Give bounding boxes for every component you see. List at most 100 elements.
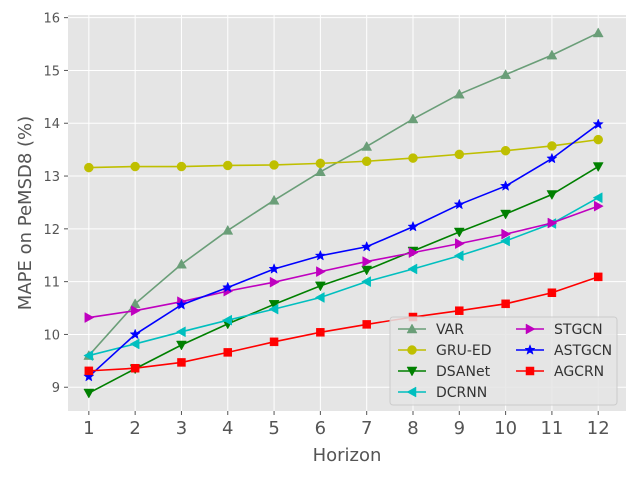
y-tick-label: 9 — [52, 381, 60, 396]
data-point-var — [268, 194, 280, 205]
x-tick-label: 7 — [361, 418, 372, 439]
data-point-stgcn — [593, 200, 604, 212]
y-tick-label: 12 — [43, 223, 60, 238]
data-point-gru-ed — [269, 160, 279, 170]
legend: VAR GRU-ED DSANet DCRNN STGCN ASTGCN AGCRN — [389, 316, 618, 406]
series-line-dsanet — [88, 165, 599, 394]
legend-entry-astgcn: ASTGCN — [516, 343, 612, 359]
data-point-var — [407, 113, 419, 124]
x-tick-label: 3 — [176, 418, 187, 439]
data-point-astgcn — [129, 328, 141, 340]
data-point-gru-ed — [547, 141, 557, 151]
x-axis-label: Horizon — [313, 445, 382, 466]
legend-label: VAR — [436, 322, 464, 338]
y-tick-label: 14 — [43, 117, 60, 132]
data-point-dcrnn — [592, 192, 603, 204]
data-point-var — [176, 258, 187, 269]
x-tick-label: 5 — [268, 418, 279, 439]
series-gru-ed — [84, 134, 603, 173]
data-point-stgcn — [455, 238, 465, 250]
data-point-dcrnn — [453, 250, 464, 262]
legend-marker — [525, 323, 536, 335]
data-point-agcrn — [593, 272, 603, 282]
data-point-agcrn — [362, 320, 371, 329]
data-point-agcrn — [130, 363, 140, 373]
data-point-agcrn — [547, 288, 557, 297]
data-point-dcrnn — [83, 350, 94, 361]
legend-entry-var: VAR — [398, 322, 464, 338]
data-point-astgcn — [268, 263, 280, 274]
data-point-astgcn — [175, 298, 188, 310]
data-point-gru-ed — [361, 156, 372, 167]
legend-label: AGCRN — [554, 364, 604, 380]
data-point-agcrn — [269, 337, 279, 347]
data-point-stgcn — [316, 266, 326, 278]
data-point-stgcn — [408, 247, 419, 259]
data-point-dcrnn — [268, 303, 279, 315]
data-point-dcrnn — [129, 338, 140, 350]
y-tick-label: 10 — [43, 328, 60, 343]
data-point-dcrnn — [222, 314, 233, 326]
data-point-agcrn — [316, 328, 325, 337]
data-point-astgcn — [453, 198, 465, 210]
data-point-dsanet — [314, 281, 326, 292]
data-point-dcrnn — [407, 263, 418, 275]
y-tick-label: 15 — [43, 64, 60, 79]
series-line-gru-ed — [88, 138, 599, 169]
y-tick-label: 11 — [43, 276, 60, 291]
legend-entry-dcrnn: DCRNN — [398, 385, 487, 401]
legend-label: GRU-ED — [436, 343, 492, 359]
data-point-stgcn — [501, 228, 512, 240]
data-point-gru-ed — [176, 161, 187, 172]
legend-marker — [406, 323, 418, 334]
data-point-dcrnn — [361, 276, 371, 288]
x-tick-label: 11 — [540, 418, 563, 439]
x-tick-label: 2 — [129, 418, 140, 439]
series-stgcn — [84, 200, 604, 323]
data-point-astgcn — [361, 240, 373, 252]
x-axis-ticks: 1 2 3 4 5 6 7 8 9 10 11 12 — [83, 411, 610, 439]
legend-entry-dsanet: DSANet — [398, 364, 491, 380]
series-line-agcrn — [88, 276, 599, 372]
data-point-astgcn — [407, 220, 419, 232]
data-point-gru-ed — [454, 149, 465, 160]
data-point-var — [361, 140, 373, 151]
data-point-dsanet — [453, 227, 465, 238]
data-point-gru-ed — [593, 134, 603, 145]
data-point-astgcn — [592, 118, 604, 130]
data-point-gru-ed — [408, 153, 418, 163]
data-point-agcrn — [84, 366, 94, 376]
data-point-dsanet — [546, 190, 558, 201]
data-point-stgcn — [130, 305, 141, 317]
data-point-agcrn — [501, 299, 510, 309]
x-tick-label: 6 — [315, 418, 326, 439]
legend-label: ASTGCN — [554, 343, 612, 359]
legend-entry-agcrn: AGCRN — [516, 364, 604, 380]
data-point-dcrnn — [314, 292, 325, 303]
data-point-astgcn — [499, 180, 512, 191]
data-point-gru-ed — [130, 161, 140, 172]
data-point-var — [500, 69, 512, 79]
data-point-stgcn — [362, 256, 373, 268]
x-tick-label: 4 — [222, 418, 233, 439]
data-point-gru-ed — [84, 162, 94, 173]
data-point-stgcn — [547, 217, 558, 229]
data-point-dsanet — [176, 340, 187, 351]
legend-entry-stgcn: STGCN — [516, 322, 603, 338]
x-tick-label: 9 — [454, 418, 465, 439]
data-point-var — [222, 224, 234, 235]
legend-marker — [406, 386, 417, 398]
data-point-dsanet — [592, 162, 604, 173]
data-point-dsanet — [83, 388, 95, 399]
legend-label: STGCN — [554, 322, 603, 338]
data-point-stgcn — [269, 276, 280, 288]
data-point-agcrn — [455, 306, 464, 315]
data-point-agcrn — [223, 348, 233, 357]
data-point-astgcn — [222, 281, 234, 293]
data-point-var — [592, 27, 604, 38]
series-line-astgcn — [88, 123, 599, 378]
data-point-var — [453, 88, 465, 99]
data-point-dsanet — [361, 265, 373, 276]
series-layer — [83, 27, 604, 399]
data-point-astgcn — [314, 249, 327, 261]
